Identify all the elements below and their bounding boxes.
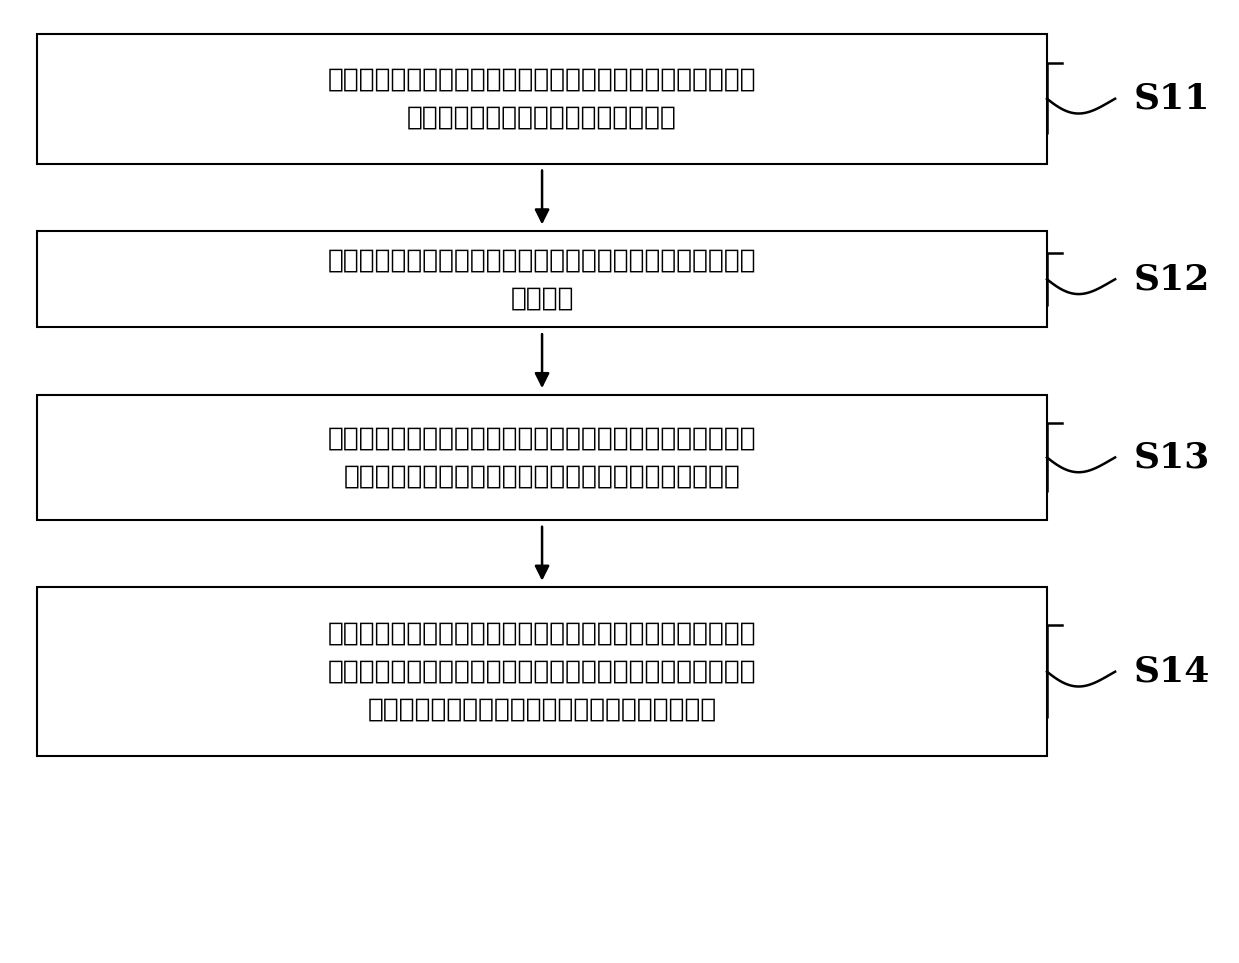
Text: S12: S12 bbox=[1134, 262, 1211, 297]
Text: 在热压平台上设置一设定结构的模芯；所述模芯包括平面部分
以及朝向所述热压平台弯曲的曲面部分: 在热压平台上设置一设定结构的模芯；所述模芯包括平面部分 以及朝向所述热压平台弯曲… bbox=[328, 66, 756, 131]
Bar bbox=[37, 395, 1047, 520]
Bar bbox=[37, 231, 1047, 327]
Text: 在所述待处理板材背离所述模芯的一侧放置隔热板，所述隔热
板至少露出所述待处理板材对应所述弯曲部分的部分区域: 在所述待处理板材背离所述模芯的一侧放置隔热板，所述隔热 板至少露出所述待处理板材… bbox=[328, 426, 756, 489]
Text: 采用预设温度和压力的热压气体对所述待处理板材进行热压成
型，使得所述待处理板材对应所述弯曲部分的区域形变，并与
所述弯曲部分贴合，形成预设图形结构的三维基板: 采用预设温度和压力的热压气体对所述待处理板材进行热压成 型，使得所述待处理板材对… bbox=[328, 621, 756, 722]
Bar bbox=[37, 587, 1047, 756]
Text: 在所述模芯表面上放置待处理板材，所述待处理板材完全遮挡
所述模芯: 在所述模芯表面上放置待处理板材，所述待处理板材完全遮挡 所述模芯 bbox=[328, 247, 756, 311]
Text: S11: S11 bbox=[1134, 82, 1211, 116]
Text: S13: S13 bbox=[1134, 440, 1211, 475]
Text: S14: S14 bbox=[1134, 655, 1211, 689]
Bar bbox=[37, 34, 1047, 164]
